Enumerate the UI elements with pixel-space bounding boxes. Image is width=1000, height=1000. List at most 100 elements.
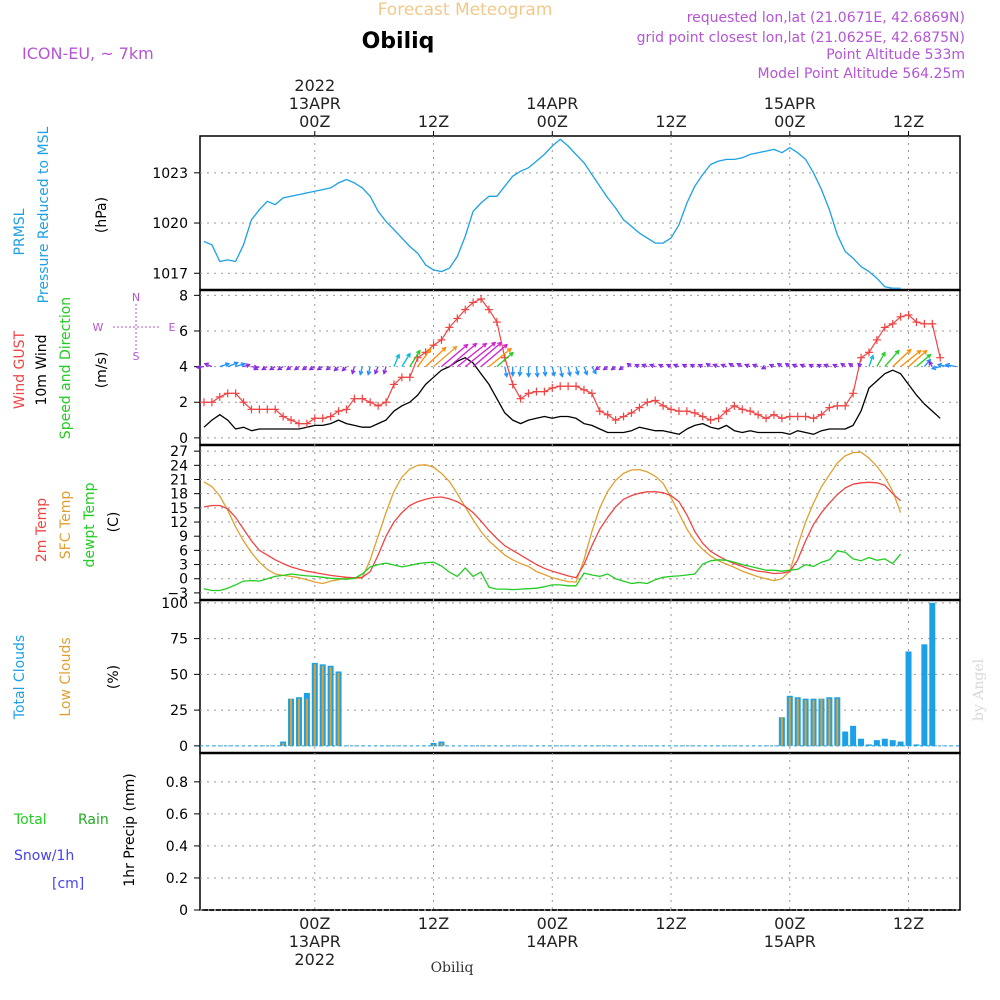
temp-unit-label: (C) [106,512,122,533]
wind-direction-arrow [665,363,672,369]
wind-direction-arrow [832,363,838,369]
wind-gust-point [453,314,462,323]
wind-gust-point [579,385,588,394]
wind-gust-point [659,401,668,410]
wind-direction-arrow [325,365,332,371]
wind-gust-point [825,403,834,412]
wind-gust-point [389,380,398,389]
wind-gust-point [817,410,826,419]
wind-gust-point [698,412,707,421]
compass-south: S [133,350,140,363]
wind-gust-point [334,407,343,416]
bottom-time-label: 12Z [893,914,924,933]
wind-gust-point [310,414,319,423]
wind-gust-point [223,389,232,398]
y-tick-label: 25 [170,703,188,719]
bottom-time-label: 12Z [418,914,449,933]
low-clouds-bar [828,698,831,746]
bottom-time-label: 00Z [537,914,568,933]
low-clouds-bar [329,667,332,746]
y-tick-label: 27 [170,444,188,460]
y-tick-label: 0.4 [166,839,188,855]
wind-direction-arrow [594,365,601,371]
wind-direction-arrow [799,363,806,369]
point-altitude: Point Altitude 533m [826,47,965,63]
wind-direction-arrow [203,362,213,368]
wind-gust-point [920,319,929,328]
low-clouds-bar [812,700,815,746]
wind-direction-arrow [697,363,703,369]
wind-direction-arrow [751,363,759,369]
wind-gust-point [199,398,208,407]
y-tick-label: 0 [179,572,188,588]
wind-gust-point [841,401,850,410]
y-tick-label: 6 [179,324,188,340]
wind-gust-point [437,335,446,344]
clouds-panel-labels: Total Clouds Low Clouds (%) [12,635,122,720]
precip-snow-label: Snow/1h [14,848,74,864]
y-tick-label: 0.2 [166,871,188,887]
wind-10m-label: 10m Wind [34,334,50,405]
total-clouds-bar [850,725,857,746]
y-tick-label: 6 [179,543,188,559]
wind-direction-arrow [689,363,696,369]
clouds-unit-label: (%) [106,665,122,689]
wind-gust-point [619,412,628,421]
top-time-label: 13APR [289,94,341,113]
wind-direction-arrow [784,362,791,368]
y-tick-label: 0 [179,431,188,447]
wind-gust-point [397,373,406,382]
grid-point-location: grid point closest lon,lat (21.0625E, 42… [637,30,965,46]
wind-gust-point [896,312,905,321]
wind-gust-point [405,373,414,382]
wind-gust-point [809,414,818,423]
wind-gust-point [603,410,612,419]
wind-direction-arrow [626,362,632,368]
low-clouds-bar [804,700,807,746]
wind-direction-arrow [916,353,932,368]
wind-direction-arrow [574,366,580,376]
wind-direction-arrow [681,363,688,369]
dewpoint-line [203,550,902,592]
wind-direction-arrow [641,363,648,369]
wind-direction-arrow [235,362,246,368]
chart-title: Forecast Meteogram [378,0,553,20]
wind-direction-arrow [816,363,822,369]
wind-direction-arrow [456,342,488,368]
total-clouds-bar [873,740,880,746]
low-clouds-bar [796,698,799,746]
temperature-series [203,451,902,592]
wind-gust-point [880,323,889,332]
wind-gust-point [263,405,272,414]
wind-direction-arrow [269,365,276,371]
wind-gust-point [215,392,224,401]
wind-direction-arrow [900,349,922,368]
top-time-label: 00Z [537,112,568,131]
wind-direction-arrow [876,351,886,367]
total-clouds-bar [905,651,912,746]
wind-direction-arrow [884,349,900,368]
wind-direction-arrow [542,366,548,377]
wind-gust-point [516,394,525,403]
wind-direction-arrow [488,347,513,368]
prmsl-label: PRMSL [12,208,28,255]
bottom-time-label: 00Z [774,914,805,933]
y-tick-label: −3 [167,586,188,602]
wind-direction-arrow [316,365,324,371]
wind-gust-point [532,387,541,396]
wind-direction-arrow [823,363,830,369]
wind-gust-point [366,398,375,407]
wind-direction-arrow [374,366,379,375]
wind-gust-point [326,412,335,421]
wind-gust-point [255,405,264,414]
wind-direction-arrow [472,341,503,368]
wind-direction-arrow [417,347,432,367]
wind-gust-point [674,407,683,416]
y-tick-label: 18 [170,487,188,503]
wind-direction-arrow [908,349,928,368]
wind-direction-arrow [517,366,523,377]
wind-gust-point [690,408,699,417]
wind-gust-point [374,401,383,410]
precip-rain-label: Rain [78,812,109,828]
